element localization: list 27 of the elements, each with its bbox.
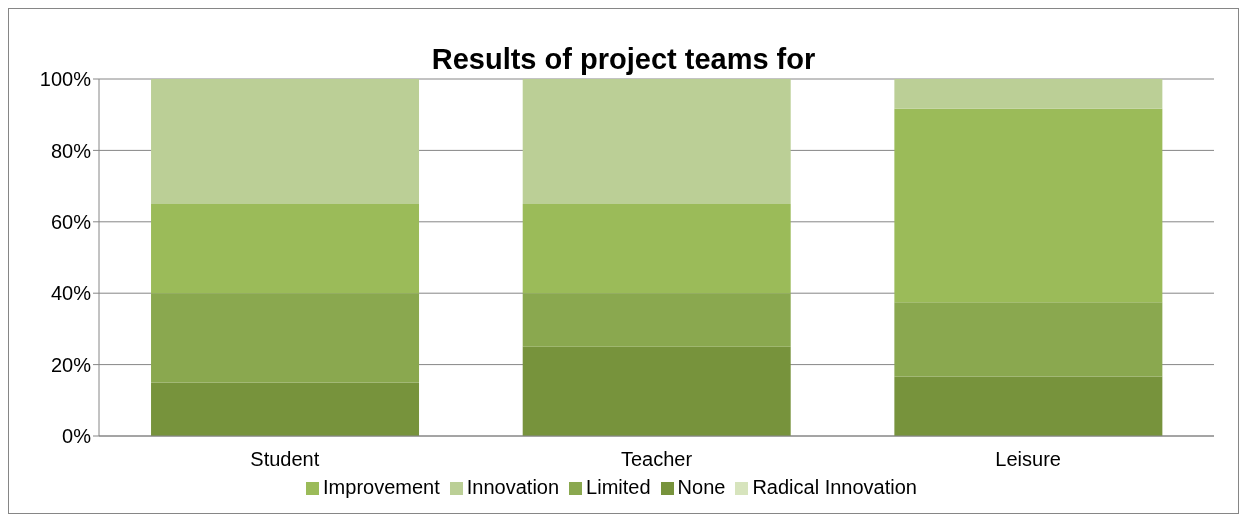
bar: [522, 346, 791, 436]
x-tick-label: Leisure: [995, 448, 1061, 471]
y-tick-label: 20%: [50, 353, 92, 376]
legend-label: None: [677, 476, 726, 498]
legend-label: Limited: [586, 476, 651, 498]
bar: [522, 293, 791, 347]
y-tick-label: 60%: [50, 210, 92, 233]
y-tick-label: 100%: [39, 68, 92, 91]
bar: [151, 293, 420, 383]
bar: [894, 302, 1163, 377]
bar: [894, 79, 1163, 109]
bar: [151, 203, 420, 294]
bar: [894, 108, 1163, 303]
legend-label: Improvement: [323, 476, 440, 498]
bar: [522, 203, 791, 294]
legend-label: Innovation: [466, 476, 560, 498]
y-tick-label: 80%: [50, 139, 92, 162]
chart-title: Results of project teams for: [430, 42, 817, 75]
bar: [894, 376, 1163, 436]
y-tick-label: 40%: [50, 282, 92, 305]
x-tick-label: Teacher: [620, 448, 693, 471]
bar: [522, 79, 791, 204]
legend-label: Radical Innovation: [752, 476, 917, 498]
bar: [151, 382, 420, 436]
y-tick-label: 0%: [62, 425, 92, 448]
x-tick-label: Student: [250, 448, 320, 471]
bar: [151, 79, 420, 204]
